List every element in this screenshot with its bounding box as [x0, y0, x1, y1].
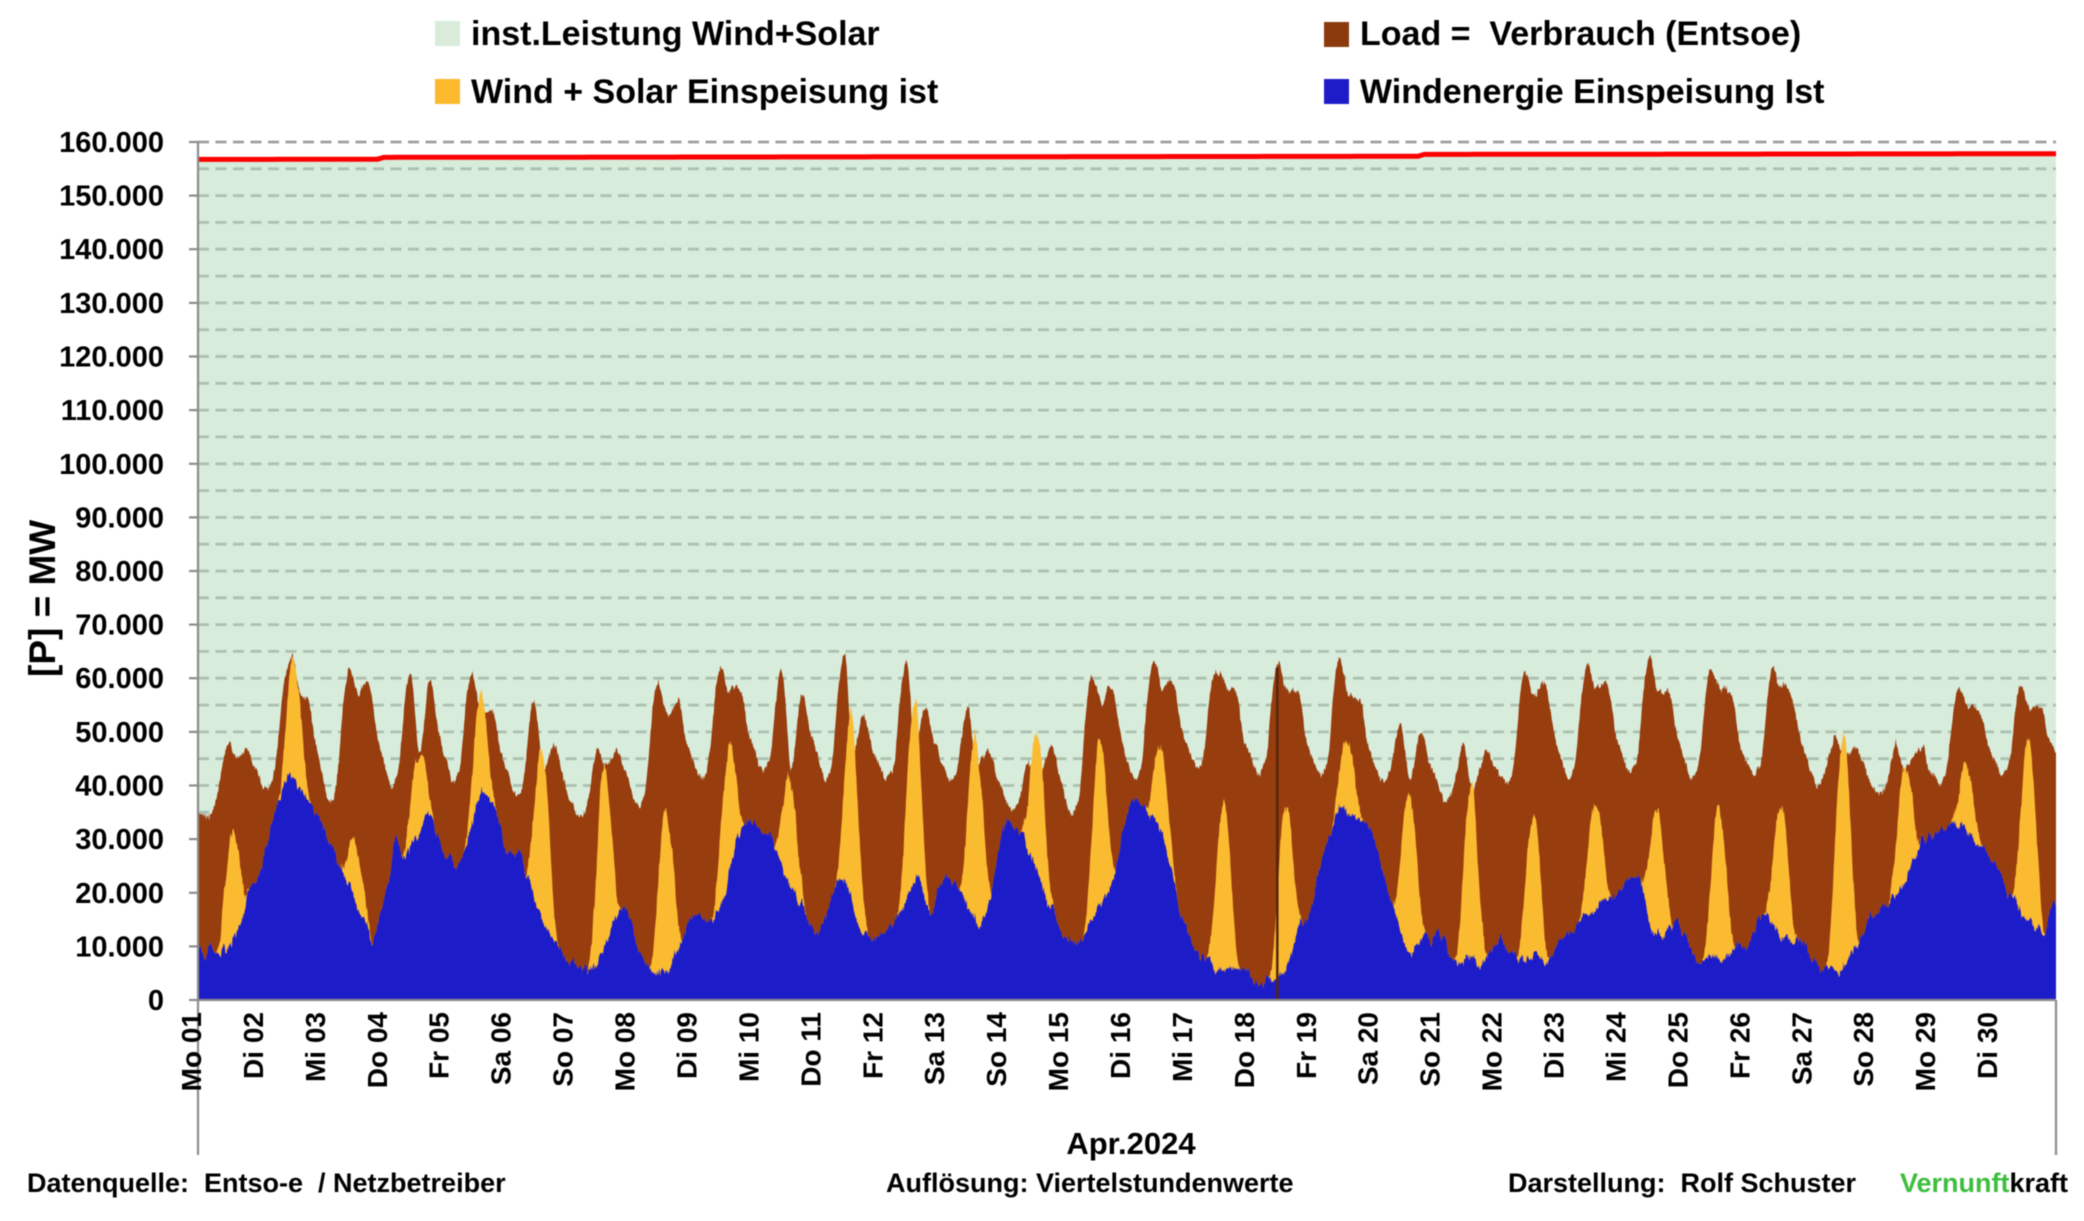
svg-text:30.000: 30.000: [75, 824, 164, 856]
svg-text:Do 04: Do 04: [362, 1012, 393, 1089]
svg-text:Mo 01: Mo 01: [176, 1012, 207, 1091]
svg-text:So 21: So 21: [1415, 1012, 1446, 1087]
svg-text:Di 30: Di 30: [1972, 1012, 2003, 1079]
svg-text:50.000: 50.000: [75, 717, 164, 749]
svg-text:Do 11: Do 11: [795, 1012, 826, 1087]
svg-text:Mi 10: Mi 10: [733, 1012, 764, 1082]
svg-text:160.000: 160.000: [59, 127, 164, 159]
svg-text:Sa 13: Sa 13: [919, 1012, 950, 1085]
svg-text:70.000: 70.000: [75, 610, 164, 642]
svg-text:So 07: So 07: [548, 1012, 579, 1087]
svg-text:Mi 24: Mi 24: [1601, 1012, 1632, 1082]
svg-text:Di 23: Di 23: [1539, 1012, 1570, 1079]
svg-text:[P] = MW: [P] = MW: [22, 520, 63, 677]
svg-text:40.000: 40.000: [75, 771, 164, 803]
svg-text:Darstellung: Rolf Schuster: Darstellung: Rolf Schuster: [1508, 1168, 1857, 1198]
svg-text:90.000: 90.000: [75, 502, 164, 534]
svg-text:So 28: So 28: [1848, 1012, 1879, 1087]
svg-text:Mo 08: Mo 08: [610, 1012, 641, 1091]
svg-text:10.000: 10.000: [75, 931, 164, 963]
svg-text:Di 09: Di 09: [672, 1012, 703, 1079]
svg-text:20.000: 20.000: [75, 878, 164, 910]
svg-text:Di 16: Di 16: [1105, 1012, 1136, 1079]
svg-text:Windenergie Einspeisung Ist: Windenergie Einspeisung Ist: [1360, 73, 1824, 111]
svg-text:Mi 17: Mi 17: [1167, 1012, 1198, 1082]
svg-text:So 14: So 14: [981, 1012, 1012, 1087]
svg-text:120.000: 120.000: [59, 342, 164, 374]
svg-text:Mo 22: Mo 22: [1477, 1012, 1508, 1091]
svg-text:Di 02: Di 02: [238, 1012, 269, 1079]
svg-text:Wind + Solar Einspeisung ist: Wind + Solar Einspeisung ist: [471, 73, 938, 111]
svg-text:Sa 20: Sa 20: [1353, 1012, 1384, 1085]
svg-text:Fr 05: Fr 05: [424, 1012, 455, 1079]
svg-text:Vernunftkraft: Vernunftkraft: [1900, 1168, 2068, 1198]
svg-text:Fr 12: Fr 12: [857, 1012, 888, 1079]
svg-text:Load = Verbrauch (Entsoe): Load = Verbrauch (Entsoe): [1360, 15, 1801, 53]
svg-text:Mo 15: Mo 15: [1043, 1012, 1074, 1091]
svg-text:Mo 29: Mo 29: [1910, 1012, 1941, 1091]
svg-text:Auflösung: Viertelstundenwerte: Auflösung: Viertelstundenwerte: [886, 1168, 1294, 1198]
svg-text:Do 25: Do 25: [1662, 1012, 1693, 1088]
svg-text:Fr 19: Fr 19: [1291, 1012, 1322, 1079]
svg-text:140.000: 140.000: [59, 234, 164, 266]
svg-text:Sa 27: Sa 27: [1786, 1012, 1817, 1085]
svg-text:110.000: 110.000: [61, 395, 164, 427]
svg-text:100.000: 100.000: [59, 449, 164, 481]
svg-text:inst.Leistung Wind+Solar: inst.Leistung Wind+Solar: [471, 15, 880, 53]
svg-text:Mi 03: Mi 03: [300, 1012, 331, 1082]
svg-text:Do 18: Do 18: [1229, 1012, 1260, 1088]
svg-text:Datenquelle: Entso-e / Netzb: Datenquelle: Entso-e / Netzbetreiber: [27, 1168, 506, 1198]
svg-text:60.000: 60.000: [75, 663, 164, 695]
svg-text:150.000: 150.000: [59, 181, 164, 213]
svg-text:Sa 06: Sa 06: [486, 1012, 517, 1085]
svg-text:130.000: 130.000: [59, 288, 164, 320]
svg-text:0: 0: [148, 985, 164, 1017]
svg-text:80.000: 80.000: [75, 556, 164, 588]
svg-text:Apr.2024: Apr.2024: [1066, 1126, 1196, 1161]
svg-text:Fr 26: Fr 26: [1724, 1012, 1755, 1079]
